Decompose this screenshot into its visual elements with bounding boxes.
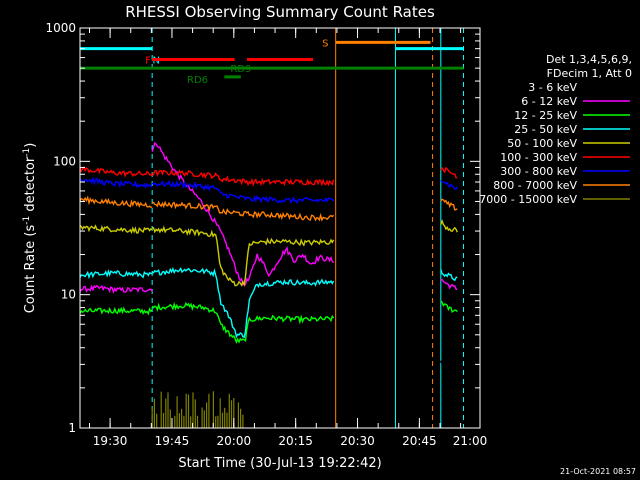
x-tick-label-3: 20:15 — [278, 434, 313, 448]
x-tick-label-0: 19:30 — [93, 434, 128, 448]
flag-label-rd6: RD6 — [187, 75, 208, 86]
series-line-3-2 — [440, 269, 458, 282]
legend-label-7: 800 - 7000 keV — [493, 179, 577, 192]
flag-label-n: N — [153, 56, 160, 67]
y-tick-label-0: 1 — [68, 421, 76, 435]
series-line-2-0 — [79, 306, 153, 316]
legend-header-detectors: Det 1,3,4,5,6,9, — [546, 53, 632, 66]
chart-title: RHESSI Observing Summary Count Rates — [125, 3, 435, 21]
y-tick-label-1: 10 — [61, 288, 76, 302]
y-axis-label: Count Rate (s-1 detector-1) — [22, 143, 38, 314]
legend-label-1: 6 - 12 keV — [521, 95, 577, 108]
legend-label-0: 3 - 6 keV — [528, 81, 577, 94]
y-axis-label-end: ) — [23, 143, 38, 148]
series-line-6-1 — [151, 179, 335, 205]
y-axis-label-main: Count Rate (s — [23, 225, 38, 314]
legend-label-5: 100 - 300 keV — [500, 151, 577, 164]
series-line-4-1 — [152, 225, 335, 287]
series-line-1-0 — [79, 284, 153, 294]
series-line-5-1 — [151, 168, 335, 187]
series-line-6-0 — [79, 176, 153, 189]
series-line-7-2 — [440, 198, 458, 211]
flag-label-s: S — [322, 38, 328, 49]
y-tick-label-3: 1000 — [45, 21, 76, 35]
series-line-3-0 — [79, 269, 153, 280]
x-tick-label-4: 20:30 — [340, 434, 375, 448]
series-line-7-1 — [151, 200, 335, 222]
x-tick-label-1: 19:45 — [155, 434, 190, 448]
series-line-0-0 — [79, 357, 153, 381]
plot-frame — [79, 27, 481, 429]
legend-label-6: 300 - 800 keV — [500, 165, 577, 178]
flag-label-rd9: RD9 — [230, 64, 251, 75]
legend-label-3: 25 - 50 keV — [514, 123, 577, 136]
legend-label-4: 50 - 100 keV — [507, 137, 577, 150]
series-line-1-1 — [151, 141, 335, 286]
series-line-2-1 — [151, 301, 335, 344]
legend-label-2: 12 - 25 keV — [514, 109, 577, 122]
flag-label-f: F — [145, 56, 151, 67]
series-line-4-0 — [79, 224, 153, 235]
legend-header-decim: FDecim 1, Att 0 — [547, 67, 632, 80]
series-line-4-2 — [440, 218, 458, 233]
series-bursts-7000-15000 — [151, 391, 244, 428]
y-axis-label-sup1: -1 — [22, 216, 32, 225]
x-tick-label-6: 21:00 — [453, 434, 488, 448]
series-line-5-0 — [79, 166, 153, 178]
generation-timestamp: 21-Oct-2021 08:57 — [560, 467, 636, 476]
plot-area: NF RD9 RD6 S 1 10 100 1000 19:30 19:45 20:00 20:15 2… — [45, 21, 487, 448]
series-line-2-2 — [440, 300, 458, 313]
series-line-7-0 — [79, 195, 153, 209]
x-tick-label-2: 20:00 — [217, 434, 252, 448]
legend-label-8: 7000 - 15000 keV — [479, 193, 577, 206]
x-tick-label-5: 20:45 — [402, 434, 437, 448]
y-axis-label-sup2: -1 — [22, 148, 32, 157]
legend: Det 1,3,4,5,6,9, FDecim 1, Att 0 3 - 6 k… — [479, 53, 632, 206]
series-line-5-2 — [440, 166, 458, 179]
series-line-0-2 — [440, 356, 458, 378]
series-line-3-1 — [151, 266, 335, 339]
series-line-1-2 — [440, 278, 458, 290]
series-line-6-2 — [440, 180, 458, 190]
y-axis-label-mid: detector — [23, 156, 38, 216]
x-axis-label: Start Time (30-Jul-13 19:22:42) — [178, 456, 381, 471]
y-tick-label-2: 100 — [53, 154, 76, 168]
